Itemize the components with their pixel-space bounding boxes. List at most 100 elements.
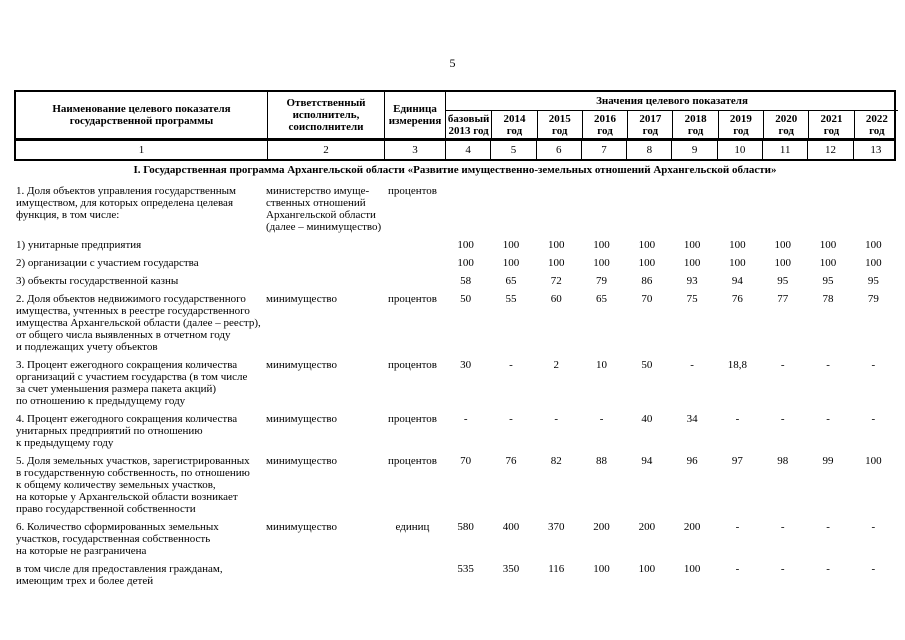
value-cell: - — [509, 413, 513, 425]
value-cell: 100 — [457, 257, 474, 269]
indicator-name: в том числе для предоставления гражданам… — [16, 563, 223, 587]
column-number-1: 1 — [138, 144, 145, 156]
responsible-executor — [265, 257, 382, 269]
year-header-col-12: 2021 год — [808, 111, 853, 138]
table-row: 3. Процент ежегодного сокращения количес… — [14, 359, 896, 407]
indicators-table: Наименование целевого показателя государ… — [14, 90, 898, 593]
value-cell: 58 — [460, 275, 472, 287]
year-header-col-10: 2019 год — [717, 111, 763, 138]
value-cell: 97 — [731, 455, 743, 467]
value-cell: 100 — [593, 257, 610, 269]
column-number-4: 4 — [445, 141, 490, 159]
header-values-group: Значения целевого показателя базовый 201… — [445, 92, 898, 138]
value-cell: 100 — [819, 239, 837, 251]
value-cell: 50 — [460, 293, 472, 305]
value-cell: 100 — [865, 455, 882, 467]
value-cell — [579, 185, 624, 233]
value-cell: - — [826, 563, 830, 575]
column-number-5: 5 — [490, 141, 535, 159]
year-cells: базовый 2013 год 2014 год 2015 год 2016 год… — [446, 111, 898, 138]
value-cell: - — [599, 413, 604, 425]
indicator-name: 1) унитарные предприятия — [16, 239, 142, 251]
value-cell: 535 — [457, 563, 474, 575]
column-number-3: 3 — [384, 141, 445, 159]
value-cell: 116 — [548, 563, 565, 575]
indicator-name: 3) объекты государственной казны — [16, 275, 179, 287]
value-cell: - — [509, 359, 513, 371]
value-cell: - — [871, 413, 876, 425]
table-header: Наименование целевого показателя государ… — [14, 90, 898, 161]
indicator-name: 2. Доля объектов недвижимого государстве… — [16, 293, 261, 353]
value-cell: 18,8 — [727, 359, 748, 371]
year-header-col-4: базовый 2013 год — [447, 112, 490, 137]
measure-unit: единиц — [395, 521, 430, 533]
value-cell: 60 — [550, 293, 562, 305]
value-cell: 70 — [460, 455, 472, 467]
value-cell: 100 — [593, 239, 610, 251]
year-header-col-9: 2018 год — [672, 111, 717, 138]
responsible-executor — [265, 563, 382, 587]
value-cell: - — [463, 413, 468, 425]
value-cell: 580 — [457, 521, 474, 533]
value-cell: - — [826, 359, 830, 371]
column-number-8: 8 — [626, 141, 671, 159]
value-cell: 100 — [865, 257, 882, 269]
value-cell: 93 — [686, 275, 698, 287]
responsible-executor: минимущество — [266, 293, 338, 305]
year-header-col-6: 2015 год — [536, 111, 582, 138]
value-cell: 100 — [683, 563, 701, 575]
measure-unit: процентов — [388, 185, 437, 197]
year-header-col-7: 2016 год — [581, 111, 627, 138]
value-cell: - — [780, 413, 785, 425]
value-cell: - — [735, 521, 740, 533]
value-cell: 65 — [505, 275, 517, 287]
value-cell: 100 — [502, 239, 520, 251]
value-cell: 96 — [686, 455, 698, 467]
value-cell — [534, 185, 579, 233]
value-cell: 76 — [505, 455, 517, 467]
header-unit: Единица измерения — [384, 92, 445, 138]
table-row: 2. Доля объектов недвижимого государстве… — [14, 293, 896, 353]
value-cell: 79 — [867, 293, 879, 305]
value-cell — [851, 185, 896, 233]
column-number-9: 9 — [671, 141, 716, 159]
column-number-7: 7 — [580, 141, 626, 159]
value-cell: 100 — [638, 239, 656, 251]
value-cell: 50 — [641, 359, 653, 371]
measure-unit: процентов — [388, 455, 437, 467]
value-cell: 2 — [553, 359, 559, 371]
value-cell: 200 — [638, 521, 656, 533]
value-cell: - — [826, 413, 830, 425]
value-cell: 400 — [502, 521, 520, 533]
responsible-executor — [265, 239, 382, 251]
value-cell: - — [780, 359, 785, 371]
value-cell: 100 — [638, 563, 656, 575]
value-cell: 40 — [641, 413, 653, 425]
value-cell: - — [735, 563, 740, 575]
value-cell: 100 — [774, 239, 791, 251]
table-row: 4. Процент ежегодного сокращения количес… — [14, 413, 896, 449]
value-cell: 98 — [777, 455, 789, 467]
value-cell: 72 — [550, 275, 562, 287]
value-cell: 94 — [731, 275, 743, 287]
value-cell — [715, 185, 760, 233]
value-cell — [760, 185, 805, 233]
value-cell: - — [780, 521, 785, 533]
measure-unit — [382, 275, 443, 287]
value-cell: 70 — [641, 293, 653, 305]
value-cell: 75 — [686, 293, 698, 305]
value-cell: 100 — [547, 257, 565, 269]
responsible-executor — [265, 275, 382, 287]
value-cell: 100 — [457, 239, 474, 251]
value-cell: 88 — [596, 455, 608, 467]
page-number: 5 — [449, 56, 456, 70]
value-cell: 65 — [596, 293, 608, 305]
value-cell: 78 — [822, 293, 834, 305]
value-cell: 100 — [729, 239, 746, 251]
responsible-executor: минимущество — [266, 455, 338, 467]
measure-unit: процентов — [388, 413, 437, 425]
indicator-name: 6. Количество сформированных земельных у… — [16, 521, 219, 557]
year-header-col-5: 2014 год — [491, 111, 536, 138]
value-cell: - — [871, 359, 876, 371]
value-cell: 100 — [593, 563, 610, 575]
